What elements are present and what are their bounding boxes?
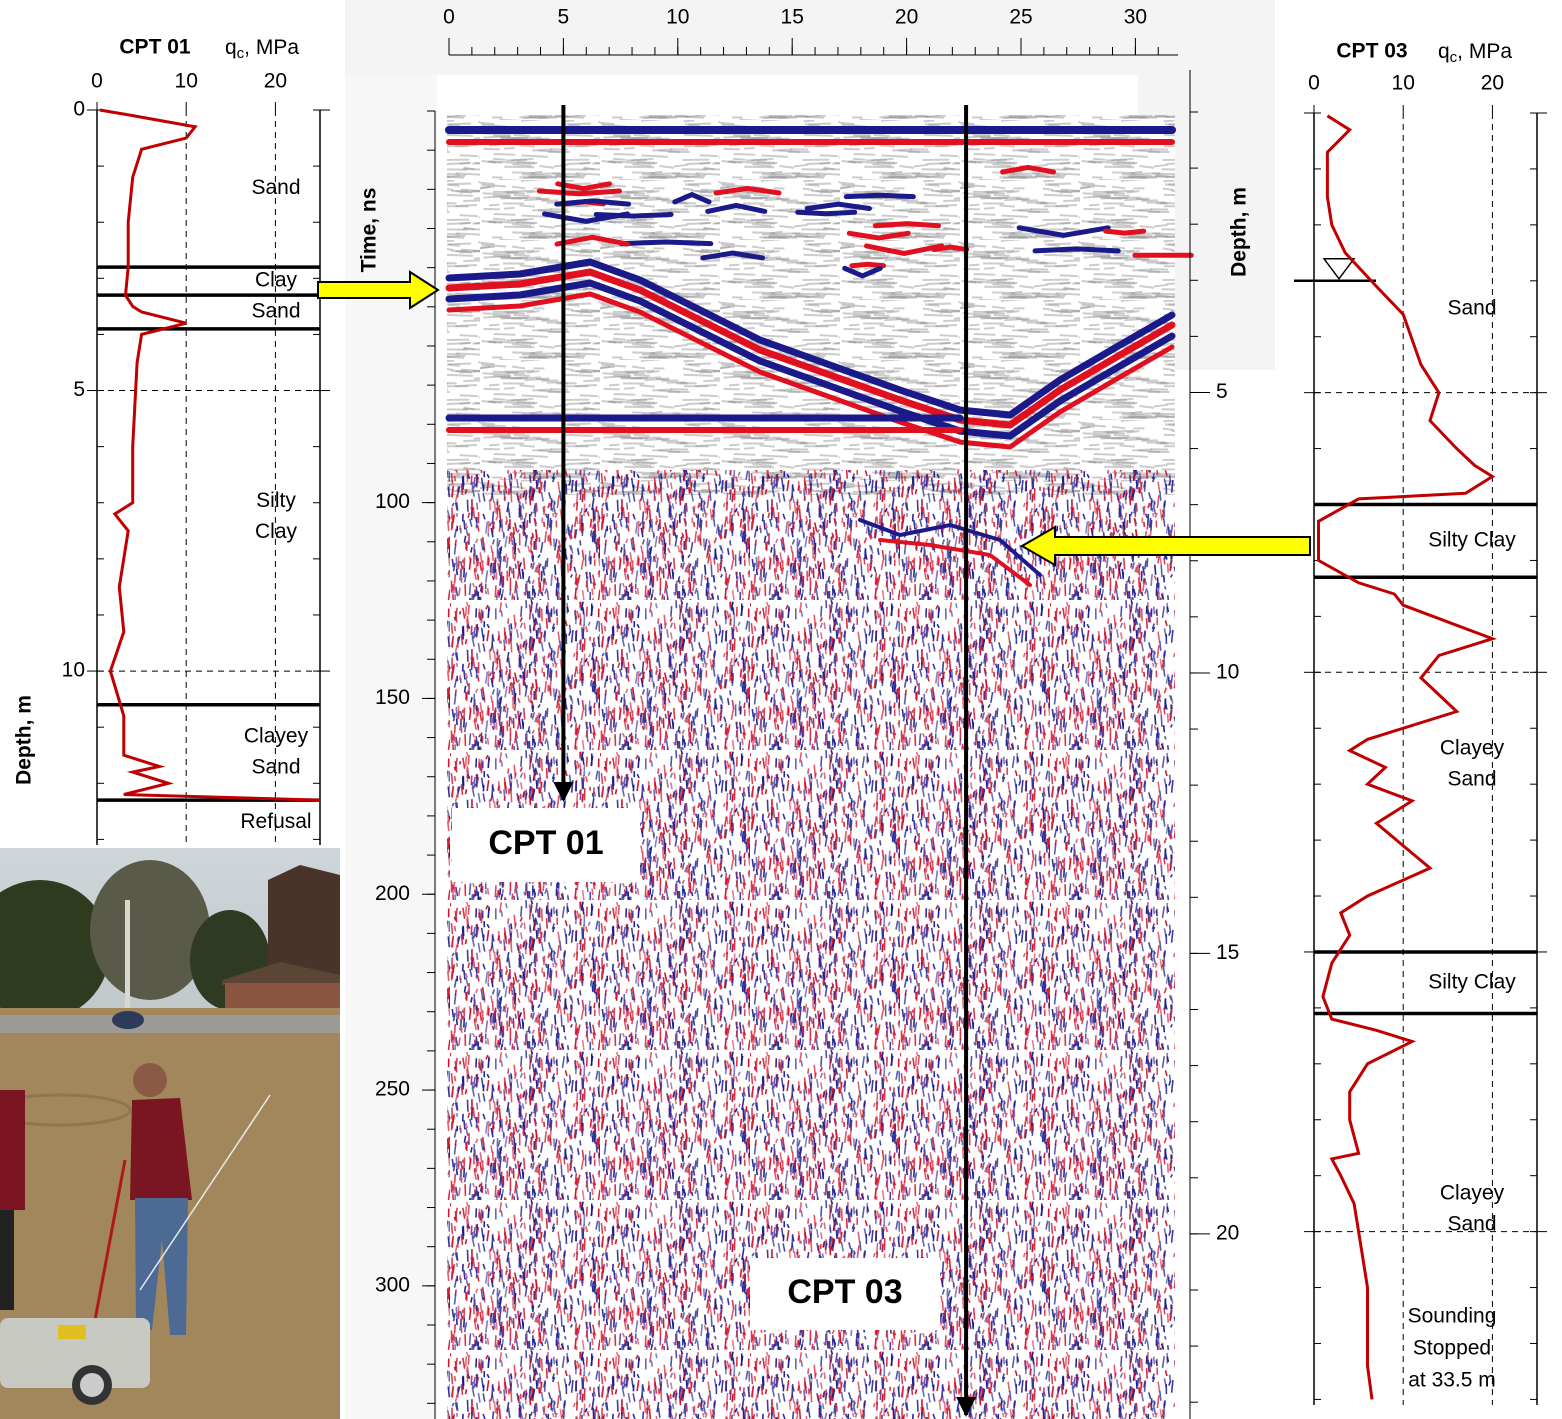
y2-tick-label: 15 — [1216, 941, 1239, 964]
layer-label: Clay — [255, 269, 298, 292]
y-tick-label: 10 — [62, 659, 85, 682]
x-tick-label: 5 — [558, 6, 570, 29]
y2-tick-label: 20 — [1216, 1221, 1239, 1244]
photo — [0, 848, 340, 1419]
annotation: Sounding — [1408, 1305, 1497, 1328]
annotation: at 33.5 m — [1408, 1369, 1496, 1392]
x-tick-label: 15 — [781, 6, 804, 29]
reflector — [621, 242, 711, 244]
x-label-symbol: q — [225, 36, 237, 59]
chart-title: CPT 01 — [119, 36, 191, 59]
y-tick-label: 5 — [73, 378, 85, 401]
x-tick-label: 10 — [1392, 72, 1415, 95]
x-axis-label: qc, MPa — [225, 36, 299, 62]
layer-label: Silty Clay — [1428, 970, 1516, 993]
layer-label: Sand — [1447, 296, 1496, 319]
x-tick-label: 0 — [443, 6, 455, 29]
marker-label: CPT 01 — [488, 824, 603, 862]
layer-label: Sand — [1447, 1212, 1496, 1235]
layer-label: Clayey — [1440, 737, 1505, 760]
layer-label: Silty Clay — [1428, 528, 1516, 551]
x-tick-label: 20 — [1481, 72, 1504, 95]
x-tick-label: 20 — [895, 6, 918, 29]
y-axis-label: Time, ns — [358, 188, 381, 273]
layer-label: Sand — [1447, 768, 1496, 791]
x-tick-label: 20 — [264, 70, 287, 93]
x-tick-label: 0 — [91, 70, 103, 93]
reflector — [852, 264, 884, 265]
layer-label: Sand — [251, 755, 300, 778]
layer-label: Clayey — [244, 724, 309, 747]
y-tick-label: 0 — [73, 98, 85, 121]
x-tick-label: 10 — [175, 70, 198, 93]
layer-label: Sand — [251, 176, 300, 199]
water-table-symbol — [1324, 259, 1354, 279]
x-tick-label: 30 — [1124, 6, 1147, 29]
y2-tick-label: 5 — [1216, 380, 1228, 403]
y2-axis-label: Depth, m — [1228, 187, 1251, 277]
y-tick-label: 100 — [375, 490, 410, 513]
reflector — [846, 195, 913, 196]
y-tick-label: 250 — [375, 1078, 410, 1101]
x-tick-label: 25 — [1009, 6, 1032, 29]
x-tick-label: 0 — [1308, 72, 1320, 95]
layer-label: Sand — [251, 300, 300, 323]
reflector — [1106, 231, 1144, 233]
y-tick-label: 150 — [375, 686, 410, 709]
y2-tick-label: 10 — [1216, 660, 1239, 683]
layer-label: Clayey — [1440, 1181, 1505, 1204]
layer-label: Clay — [255, 520, 298, 543]
chart-title: CPT 03 — [1336, 40, 1407, 63]
x-label-symbol: q — [1438, 40, 1450, 63]
x-label-unit: , MPa — [244, 36, 299, 59]
axis-bg — [345, 75, 437, 1419]
profile-line — [100, 110, 320, 800]
x-tick-label: 10 — [666, 6, 689, 29]
layer-label: Refusal — [240, 810, 311, 833]
reflector — [1035, 249, 1118, 251]
figure: CPT 01qc, MPaDepth, m010200510SandClaySa… — [0, 0, 1562, 1419]
reflector — [539, 191, 619, 194]
y-tick-label: 200 — [375, 882, 410, 905]
y-tick-label: 300 — [375, 1273, 410, 1296]
x-label-unit: , MPa — [1457, 40, 1512, 63]
y-axis-label: Depth, m — [13, 695, 36, 785]
marker-label: CPT 03 — [787, 1273, 902, 1311]
texture — [447, 115, 1175, 495]
layer-label: Silty — [256, 489, 296, 512]
radargram-image — [447, 115, 1175, 1419]
annotation: Stopped — [1413, 1337, 1491, 1360]
reflector — [875, 224, 938, 226]
reflector — [798, 212, 855, 214]
x-axis-label: qc, MPa — [1438, 40, 1512, 66]
